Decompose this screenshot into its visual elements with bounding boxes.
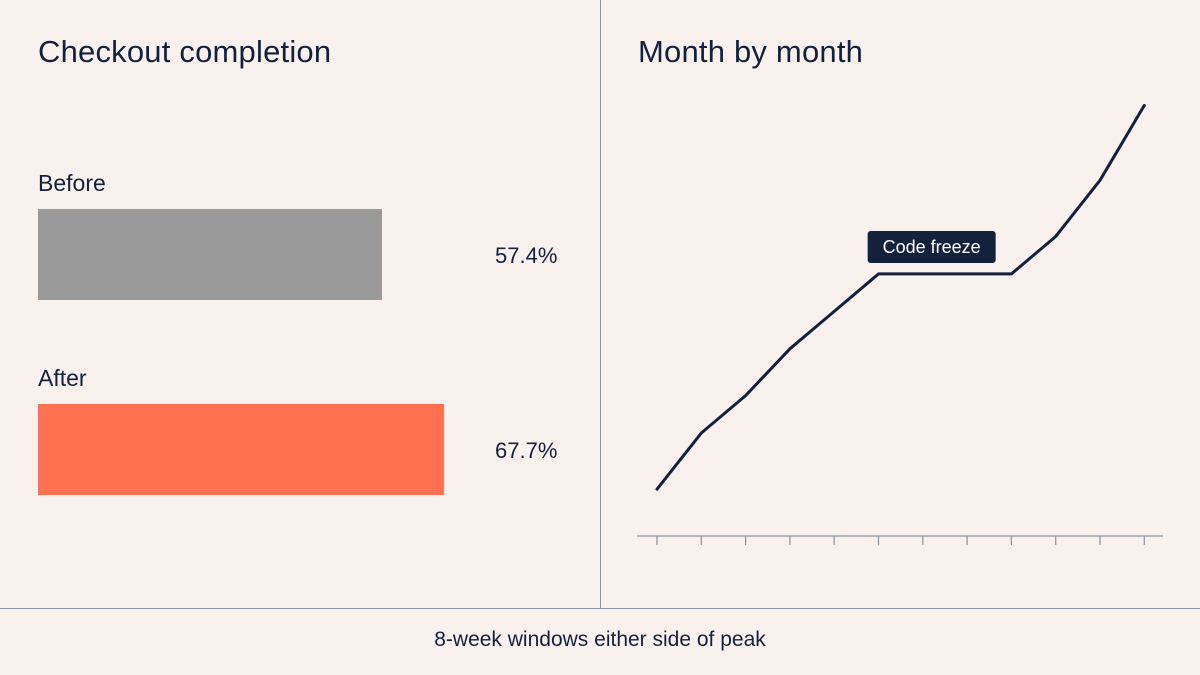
horizontal-divider (0, 608, 1200, 609)
bar-chart-panel: Checkout completion Before 57.4% After 6… (0, 0, 600, 608)
line-chart: Code freeze (637, 103, 1163, 545)
annotation-code-freeze: Code freeze (867, 231, 996, 263)
bar-chart-title: Checkout completion (38, 34, 332, 69)
annotation-box (867, 231, 996, 263)
bar-before (38, 209, 383, 300)
bar-label-after: After (38, 365, 87, 391)
line-series (655, 103, 1146, 491)
annotation-label: Code freeze (883, 237, 981, 257)
vertical-divider (600, 0, 601, 608)
footer-note: 8-week windows either side of peak (434, 628, 766, 651)
bar-label-before: Before (38, 170, 106, 196)
bar-value-after: 67.7% (495, 438, 558, 463)
line-chart-panel: Month by month Code freeze (601, 0, 1200, 608)
bar-value-before: 57.4% (495, 243, 558, 268)
line-chart-title: Month by month (638, 34, 864, 69)
bar-after (38, 404, 445, 495)
